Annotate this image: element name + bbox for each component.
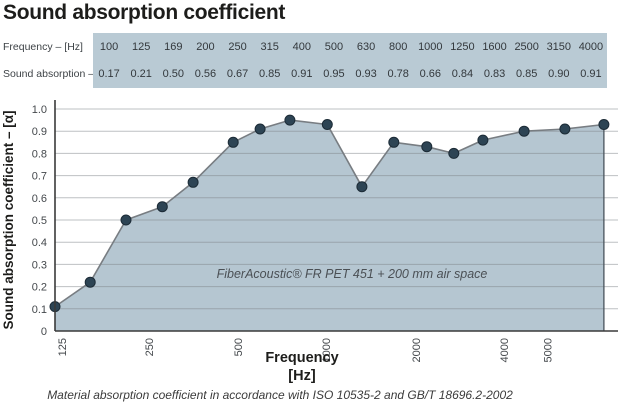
y-tick-label: 0.2 [32,282,47,294]
frequency-cell: 630 [356,40,376,53]
x-tick-label: 1000 [321,338,333,362]
frequency-cell: 1250 [450,40,475,53]
absorption-cell: 0.17 [98,68,120,81]
absorption-cell: 0.83 [483,68,506,81]
frequency-cell: 800 [389,40,408,53]
frequency-cell: 3150 [546,40,572,53]
data-point [187,176,199,188]
y-axis-title: Sound absorption coefficient – [α] [1,110,16,329]
data-point [448,147,460,159]
absorption-cell: 0.66 [419,68,442,81]
absorption-chart: FiberAcoustic® FR PET 451 + 200 mm air s… [1,100,618,384]
x-tick-label: 125 [57,338,69,356]
absorption-cell: 0.90 [548,68,570,81]
absorption-row-cells: 0.17 0.21 0.50 0.56 0.67 0.85 0.91 0.95 0.93 0.78… [93,68,607,80]
absorption-cell: 0.84 [451,68,474,81]
y-tick-label: 0.9 [32,126,47,138]
frequency-cell: 100 [99,40,119,53]
data-point [421,141,433,153]
frequency-cell: 315 [260,40,279,53]
frequency-row-cells: 100 125 169 200 250 315 400 500 630 800 1000 1250 16… [93,41,607,53]
x-tick-label: 2000 [411,338,423,362]
absorption-cell: 0.21 [130,68,152,81]
absorption-table: Frequency – [Hz] Sound absorption – [α] … [0,33,607,88]
absorption-cell: 0.85 [258,68,281,81]
data-point [559,123,571,135]
x-tick-label: 250 [144,338,156,356]
absorption-cell: 0.67 [226,68,249,81]
y-tick-label: 0.4 [32,237,47,249]
data-point [156,201,168,213]
x-axis-title-units: [Hz] [288,368,316,384]
absorption-cell: 0.91 [291,68,313,81]
data-point [321,119,333,130]
frequency-cell: 2500 [514,40,539,53]
x-axis-title: Frequency [265,350,338,366]
table-row-labels: Frequency – [Hz] Sound absorption – [α] [0,33,109,88]
x-tick-label: 4000 [499,338,511,362]
table-data-block: 100 125 169 200 250 315 400 500 630 800 1000 1250 16… [93,33,607,88]
y-tick-label: 0.5 [32,215,47,227]
frequency-cell: 250 [228,40,247,53]
frequency-cell: 169 [164,40,183,53]
data-point [388,136,400,148]
frequency-cell: 4000 [578,40,604,53]
frequency-cell: 125 [132,40,151,53]
y-tick-label: 0.6 [32,193,47,205]
y-tick-label: 0.1 [32,304,47,316]
data-point [254,123,266,135]
data-point [284,114,296,126]
y-tick-label: 0.3 [32,259,47,271]
frequency-cell: 500 [324,40,344,53]
absorption-cell: 0.95 [323,68,345,81]
y-tick-label: 0.7 [32,171,47,183]
data-point [227,136,239,148]
data-point [598,119,610,130]
absorption-cell: 0.91 [580,68,602,81]
absorption-cell: 0.78 [387,68,409,81]
product-annotation: FiberAcoustic® FR PET 451 + 200 mm air s… [217,267,488,281]
y-tick-label: 0.8 [32,148,47,160]
x-tick-label: 500 [233,338,245,356]
absorption-cell: 0.93 [355,68,377,81]
frequency-row-label: Frequency – [Hz] [3,40,83,53]
data-point [356,181,368,193]
page-title: Sound absorption coefficient [3,1,286,24]
absorption-row-label: Sound absorption – [α] [3,68,109,81]
frequency-cell: 200 [196,40,215,53]
frequency-cell: 400 [292,40,311,53]
data-point [477,134,489,146]
area-fill [55,120,604,331]
data-point [120,214,132,226]
data-point [84,276,96,288]
data-point [518,125,530,137]
x-tick-label: 5000 [542,338,554,362]
footnote: Material absorption coefficient in accor… [47,388,513,402]
y-tick-label: 1.0 [32,104,47,116]
absorption-cell: 0.56 [194,68,217,81]
frequency-cell: 1600 [482,40,507,53]
y-tick-label: 0 [41,326,47,338]
frequency-cell: 1000 [418,40,443,53]
absorption-cell: 0.50 [162,68,185,81]
absorption-cell: 0.85 [515,68,538,81]
